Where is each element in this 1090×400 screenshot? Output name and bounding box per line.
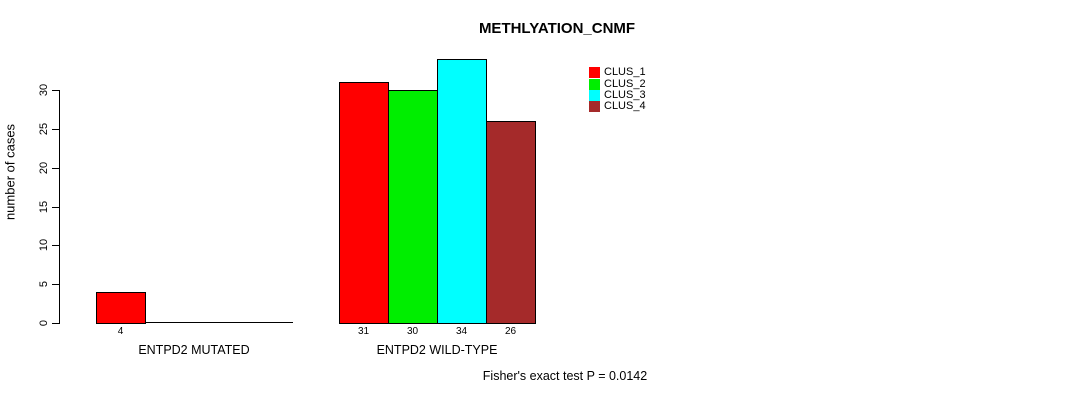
y-axis-tick xyxy=(52,284,59,285)
legend-swatch-clus_2 xyxy=(589,78,600,90)
x-axis-category-label: ENTPD2 WILD-TYPE xyxy=(376,343,498,357)
legend-row-clus_1: CLUS_1 xyxy=(589,64,646,79)
bar-clus_3-group2 xyxy=(437,59,487,324)
bar-clus_2-group1-zero xyxy=(145,322,195,323)
legend-swatch-clus_3 xyxy=(589,90,600,102)
bar-clus_1-group1 xyxy=(96,292,146,324)
bar-clus_4-group2 xyxy=(486,121,536,324)
legend-swatch-clus_1 xyxy=(589,67,600,79)
y-axis-tick-label: 5 xyxy=(38,280,50,288)
y-axis-tick xyxy=(52,168,59,169)
bar-clus_4-group1-zero xyxy=(243,322,293,323)
y-axis-tick xyxy=(52,207,59,208)
legend-label: CLUS_2 xyxy=(604,77,646,90)
y-axis-tick-label: 15 xyxy=(38,200,50,214)
fisher-test-caption: Fisher's exact test P = 0.0142 xyxy=(482,369,648,383)
chart-title: METHLYATION_CNMF xyxy=(478,20,636,37)
legend-swatch-clus_4 xyxy=(589,101,600,113)
y-axis-tick-label: 20 xyxy=(38,161,50,175)
y-axis-tick xyxy=(52,245,59,246)
legend-row-clus_2: CLUS_2 xyxy=(589,75,646,90)
bar-value-label: 34 xyxy=(455,326,468,337)
bar-value-label: 31 xyxy=(357,326,370,337)
legend: CLUS_1 CLUS_2 CLUS_3 CLUS_4 xyxy=(589,64,709,114)
bar-value-label: 26 xyxy=(504,326,517,337)
y-axis-tick-label: 30 xyxy=(38,83,50,97)
legend-label: CLUS_1 xyxy=(604,66,646,79)
y-axis-tick-label: 0 xyxy=(38,319,50,327)
y-axis-tick-label: 10 xyxy=(38,238,50,252)
bar-value-label: 4 xyxy=(117,326,124,337)
legend-row-clus_4: CLUS_4 xyxy=(589,98,646,113)
legend-label: CLUS_4 xyxy=(604,100,646,113)
legend-row-clus_3: CLUS_3 xyxy=(589,87,646,102)
y-axis-tick xyxy=(52,323,59,324)
y-axis-tick-label: 25 xyxy=(38,122,50,136)
bar-clus_1-group2 xyxy=(339,82,389,324)
bar-clus_3-group1-zero xyxy=(194,322,244,323)
legend-label: CLUS_3 xyxy=(604,89,646,102)
y-axis-line xyxy=(59,90,60,324)
y-axis-tick xyxy=(52,90,59,91)
y-axis-tick xyxy=(52,129,59,130)
x-axis-category-label: ENTPD2 MUTATED xyxy=(138,343,250,357)
bar-clus_2-group2 xyxy=(388,90,438,324)
bar-value-label: 30 xyxy=(406,326,419,337)
